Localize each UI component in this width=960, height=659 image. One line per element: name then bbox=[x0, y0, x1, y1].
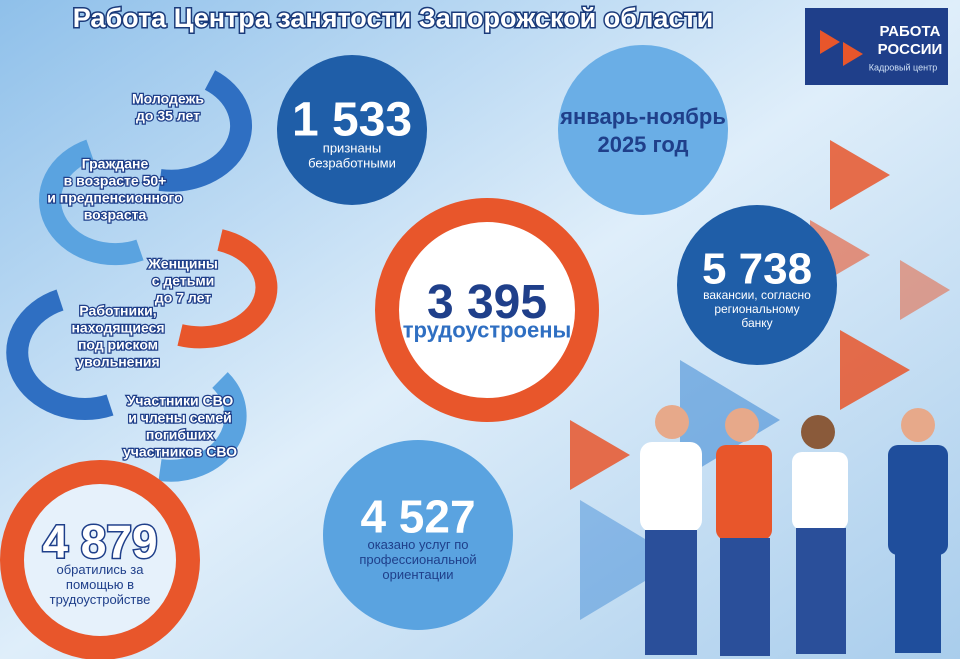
logo-tagline: Кадровый центр bbox=[869, 62, 937, 72]
stat-label: вакансии, согласно bbox=[703, 288, 811, 302]
stat-label: трудоустройстве bbox=[50, 592, 151, 607]
stat-label: региональному bbox=[714, 302, 799, 316]
people-illustration bbox=[640, 405, 948, 656]
decor bbox=[570, 140, 950, 620]
stat-circle bbox=[677, 205, 837, 365]
period: январь-ноябрь bbox=[559, 104, 726, 129]
group-label: до 7 лет bbox=[155, 290, 211, 306]
stat-ring bbox=[0, 460, 200, 659]
group-label: участников СВО bbox=[123, 444, 237, 460]
logo-text: РОССИИ bbox=[878, 41, 943, 58]
period: 2025 год bbox=[597, 132, 688, 157]
logo-icon bbox=[843, 42, 863, 66]
stat-number: 5 738 bbox=[702, 244, 812, 293]
stat-number: 4 879 bbox=[42, 516, 157, 568]
group-label: Участники СВО bbox=[127, 393, 234, 409]
stat-label: помощью в bbox=[66, 577, 134, 592]
group-label: увольнения bbox=[76, 354, 159, 370]
stat-circle bbox=[277, 55, 427, 205]
group-label: находящиеся bbox=[71, 320, 164, 336]
stat-label: обратились за bbox=[57, 562, 145, 577]
stat-label: трудоустроены bbox=[403, 317, 572, 342]
group-label: погибших bbox=[146, 427, 214, 443]
title: Работа Центра занятости Запорожской обла… bbox=[73, 3, 713, 33]
stat-number: 4 527 bbox=[360, 491, 475, 543]
arrows bbox=[6, 70, 278, 482]
stat-label: признаны bbox=[323, 141, 381, 156]
group-label: в возрасте 50+ bbox=[64, 173, 167, 189]
period-circle bbox=[558, 45, 728, 215]
stat-ring bbox=[375, 198, 599, 422]
group-label: под риском bbox=[78, 337, 158, 353]
stat-number: 3 395 bbox=[427, 276, 547, 329]
group-label: с детьми bbox=[152, 273, 215, 289]
stat-number: 1 533 bbox=[292, 94, 412, 147]
group-label: Молодежь bbox=[132, 91, 204, 107]
group-label: до 35 лет bbox=[136, 108, 200, 124]
stat-label: безработными bbox=[308, 156, 396, 171]
group-label: возраста bbox=[84, 207, 147, 223]
logo-icon bbox=[820, 30, 840, 54]
stat-label: ориентации bbox=[382, 567, 453, 582]
group-label: и члены семей bbox=[128, 410, 232, 426]
group-label: и предпенсионного bbox=[47, 190, 182, 206]
stat-label: банку bbox=[741, 316, 772, 330]
group-label: Работники, bbox=[79, 303, 156, 319]
stat-label: оказано услуг по bbox=[367, 537, 468, 552]
stat-circle bbox=[323, 440, 513, 630]
stat-label: профессиональной bbox=[359, 552, 476, 567]
group-label: Граждане bbox=[82, 156, 149, 172]
logo-text: РАБОТА bbox=[879, 23, 940, 40]
group-label: Женщины bbox=[147, 256, 218, 272]
